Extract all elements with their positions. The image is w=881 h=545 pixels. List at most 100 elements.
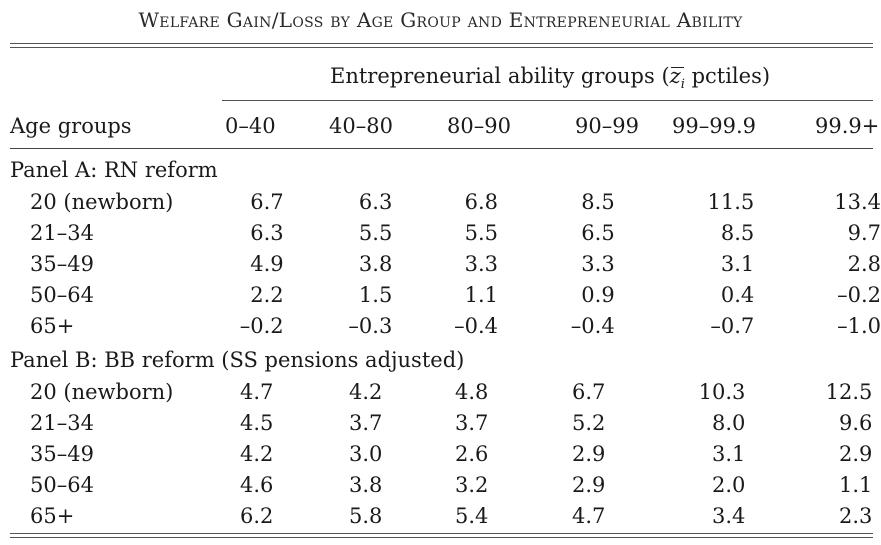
table-row: 21–34 6.3 5.5 5.5 6.5 8.5 9.7 [0,218,881,249]
table-row: 35–49 4.2 3.0 2.6 2.9 3.1 2.9 [0,439,872,470]
table-cell: 1.5 [358,283,393,307]
table-cell: 4.7 [240,380,274,404]
table-cell: –0.2 [837,283,881,307]
col-header-5: 99.9+ [815,114,880,138]
col-header-1: 40–80 [329,114,393,138]
table-cell: 3.3 [581,252,615,276]
table-cell: 5.5 [358,221,393,245]
table-cell: 12.5 [825,380,873,404]
table-cell: –0.4 [454,314,499,338]
table-cell: 8.5 [581,190,615,214]
table-row: 21–34 4.5 3.7 3.7 5.2 8.0 9.6 [0,408,872,439]
table-cell: 2.9 [839,442,873,466]
z-bar-symbol: zi [669,64,685,93]
age-group-label: 65+ [30,504,75,528]
table-cell: 13.4 [834,190,881,214]
table-cell: 4.6 [240,473,274,497]
table-cell: 2.6 [455,442,489,466]
age-group-label: 50–64 [30,473,94,497]
col-header-2: 80–90 [447,114,511,138]
panel-a-label: Panel A: RN reform [10,158,218,182]
table-cell: 6.3 [250,221,284,245]
table-cell: 5.5 [464,221,499,245]
age-group-label: 65+ [30,314,75,338]
table-cell: 1.1 [464,283,499,307]
table-cell: 3.8 [349,473,383,497]
table-cell: 8.5 [720,221,755,245]
table-cell: 9.6 [839,411,873,435]
col-header-4: 99–99.9 [672,114,756,138]
table-cell: 10.3 [698,380,746,404]
age-group-label: 20 (newborn) [30,380,174,404]
table-cell: 6.8 [464,190,499,214]
table-cell: 6.2 [240,504,274,528]
age-group-label: 21–34 [30,221,94,245]
table-cell: 6.7 [572,380,606,404]
panel-b-table: 20 (newborn) 4.7 4.2 4.8 6.7 10.3 12.5 21–34 4.5… [0,377,872,532]
panel-b-label: Panel B: BB reform (SS pensions adjusted… [10,348,465,372]
table-cell: 11.5 [707,190,755,214]
table-cell: 4.7 [572,504,606,528]
col-header-0: 0–40 [225,114,276,138]
table-cell: 5.4 [455,504,489,528]
table-cell: 3.1 [720,252,755,276]
table-row: 35–49 4.9 3.8 3.3 3.3 3.1 2.8 [0,249,881,280]
table-cell: 4.2 [349,380,383,404]
table-cell: 2.2 [250,283,284,307]
column-group-header: Entrepreneurial ability groups (zi pctil… [330,64,771,93]
table-cell: 3.1 [712,442,746,466]
table-cell: 3.2 [455,473,489,497]
table-cell: 2.3 [839,504,873,528]
table-cell: 3.0 [349,442,383,466]
top-rule-2 [10,47,873,48]
top-rule-1 [10,43,873,44]
table-cell: 1.1 [839,473,873,497]
age-group-label: 35–49 [30,252,94,276]
table-cell: –1.0 [837,314,881,338]
bottom-rule-2 [10,537,873,538]
age-group-label: 20 (newborn) [30,190,174,214]
table-cell: 6.3 [358,190,393,214]
col-header-3: 90–99 [575,114,639,138]
table-title: Welfare Gain/Loss by Age Group and Entre… [138,8,743,32]
table-cell: 5.2 [572,411,606,435]
table-row: 20 (newborn) 4.7 4.2 4.8 6.7 10.3 12.5 [0,377,872,408]
table-cell: 4.8 [455,380,489,404]
table-cell: 0.9 [581,283,615,307]
table-cell: 2.9 [572,442,606,466]
age-group-label: 35–49 [30,442,94,466]
table-cell: –0.3 [348,314,393,338]
table-cell: 2.9 [572,473,606,497]
table-cell: –0.7 [710,314,755,338]
table-cell: 0.4 [720,283,755,307]
table-cell: 8.0 [712,411,746,435]
table-cell: 9.7 [847,221,881,245]
bottom-rule-1 [10,533,873,534]
table-cell: 3.4 [712,504,746,528]
table-cell: 3.7 [455,411,489,435]
header-rule [10,148,873,149]
table-cell: 2.0 [712,473,746,497]
table-cell: 6.5 [581,221,615,245]
age-group-label: 50–64 [30,283,94,307]
table-cell: 4.9 [250,252,284,276]
table-cell: 2.8 [847,252,881,276]
table-cell: 3.3 [464,252,499,276]
panel-a-table: 20 (newborn) 6.7 6.3 6.8 8.5 11.5 13.4 21–34 6.3… [0,187,881,342]
table-cell: 6.7 [250,190,284,214]
table-cell: 4.2 [240,442,274,466]
table-cell: 3.7 [349,411,383,435]
table-cell: 3.8 [358,252,393,276]
row-header: Age groups [10,114,132,138]
table-row: 65+ –0.2 –0.3 –0.4 –0.4 –0.7 –1.0 [0,311,881,342]
table-row: 20 (newborn) 6.7 6.3 6.8 8.5 11.5 13.4 [0,187,881,218]
table-row: 50–64 4.6 3.8 3.2 2.9 2.0 1.1 [0,470,872,501]
table-row: 50–64 2.2 1.5 1.1 0.9 0.4 –0.2 [0,280,881,311]
table-cell: 4.5 [240,411,274,435]
age-group-label: 21–34 [30,411,94,435]
table-cell: –0.2 [239,314,284,338]
table-cell: 5.8 [349,504,383,528]
spanner-rule [222,100,873,101]
table-cell: –0.4 [570,314,615,338]
